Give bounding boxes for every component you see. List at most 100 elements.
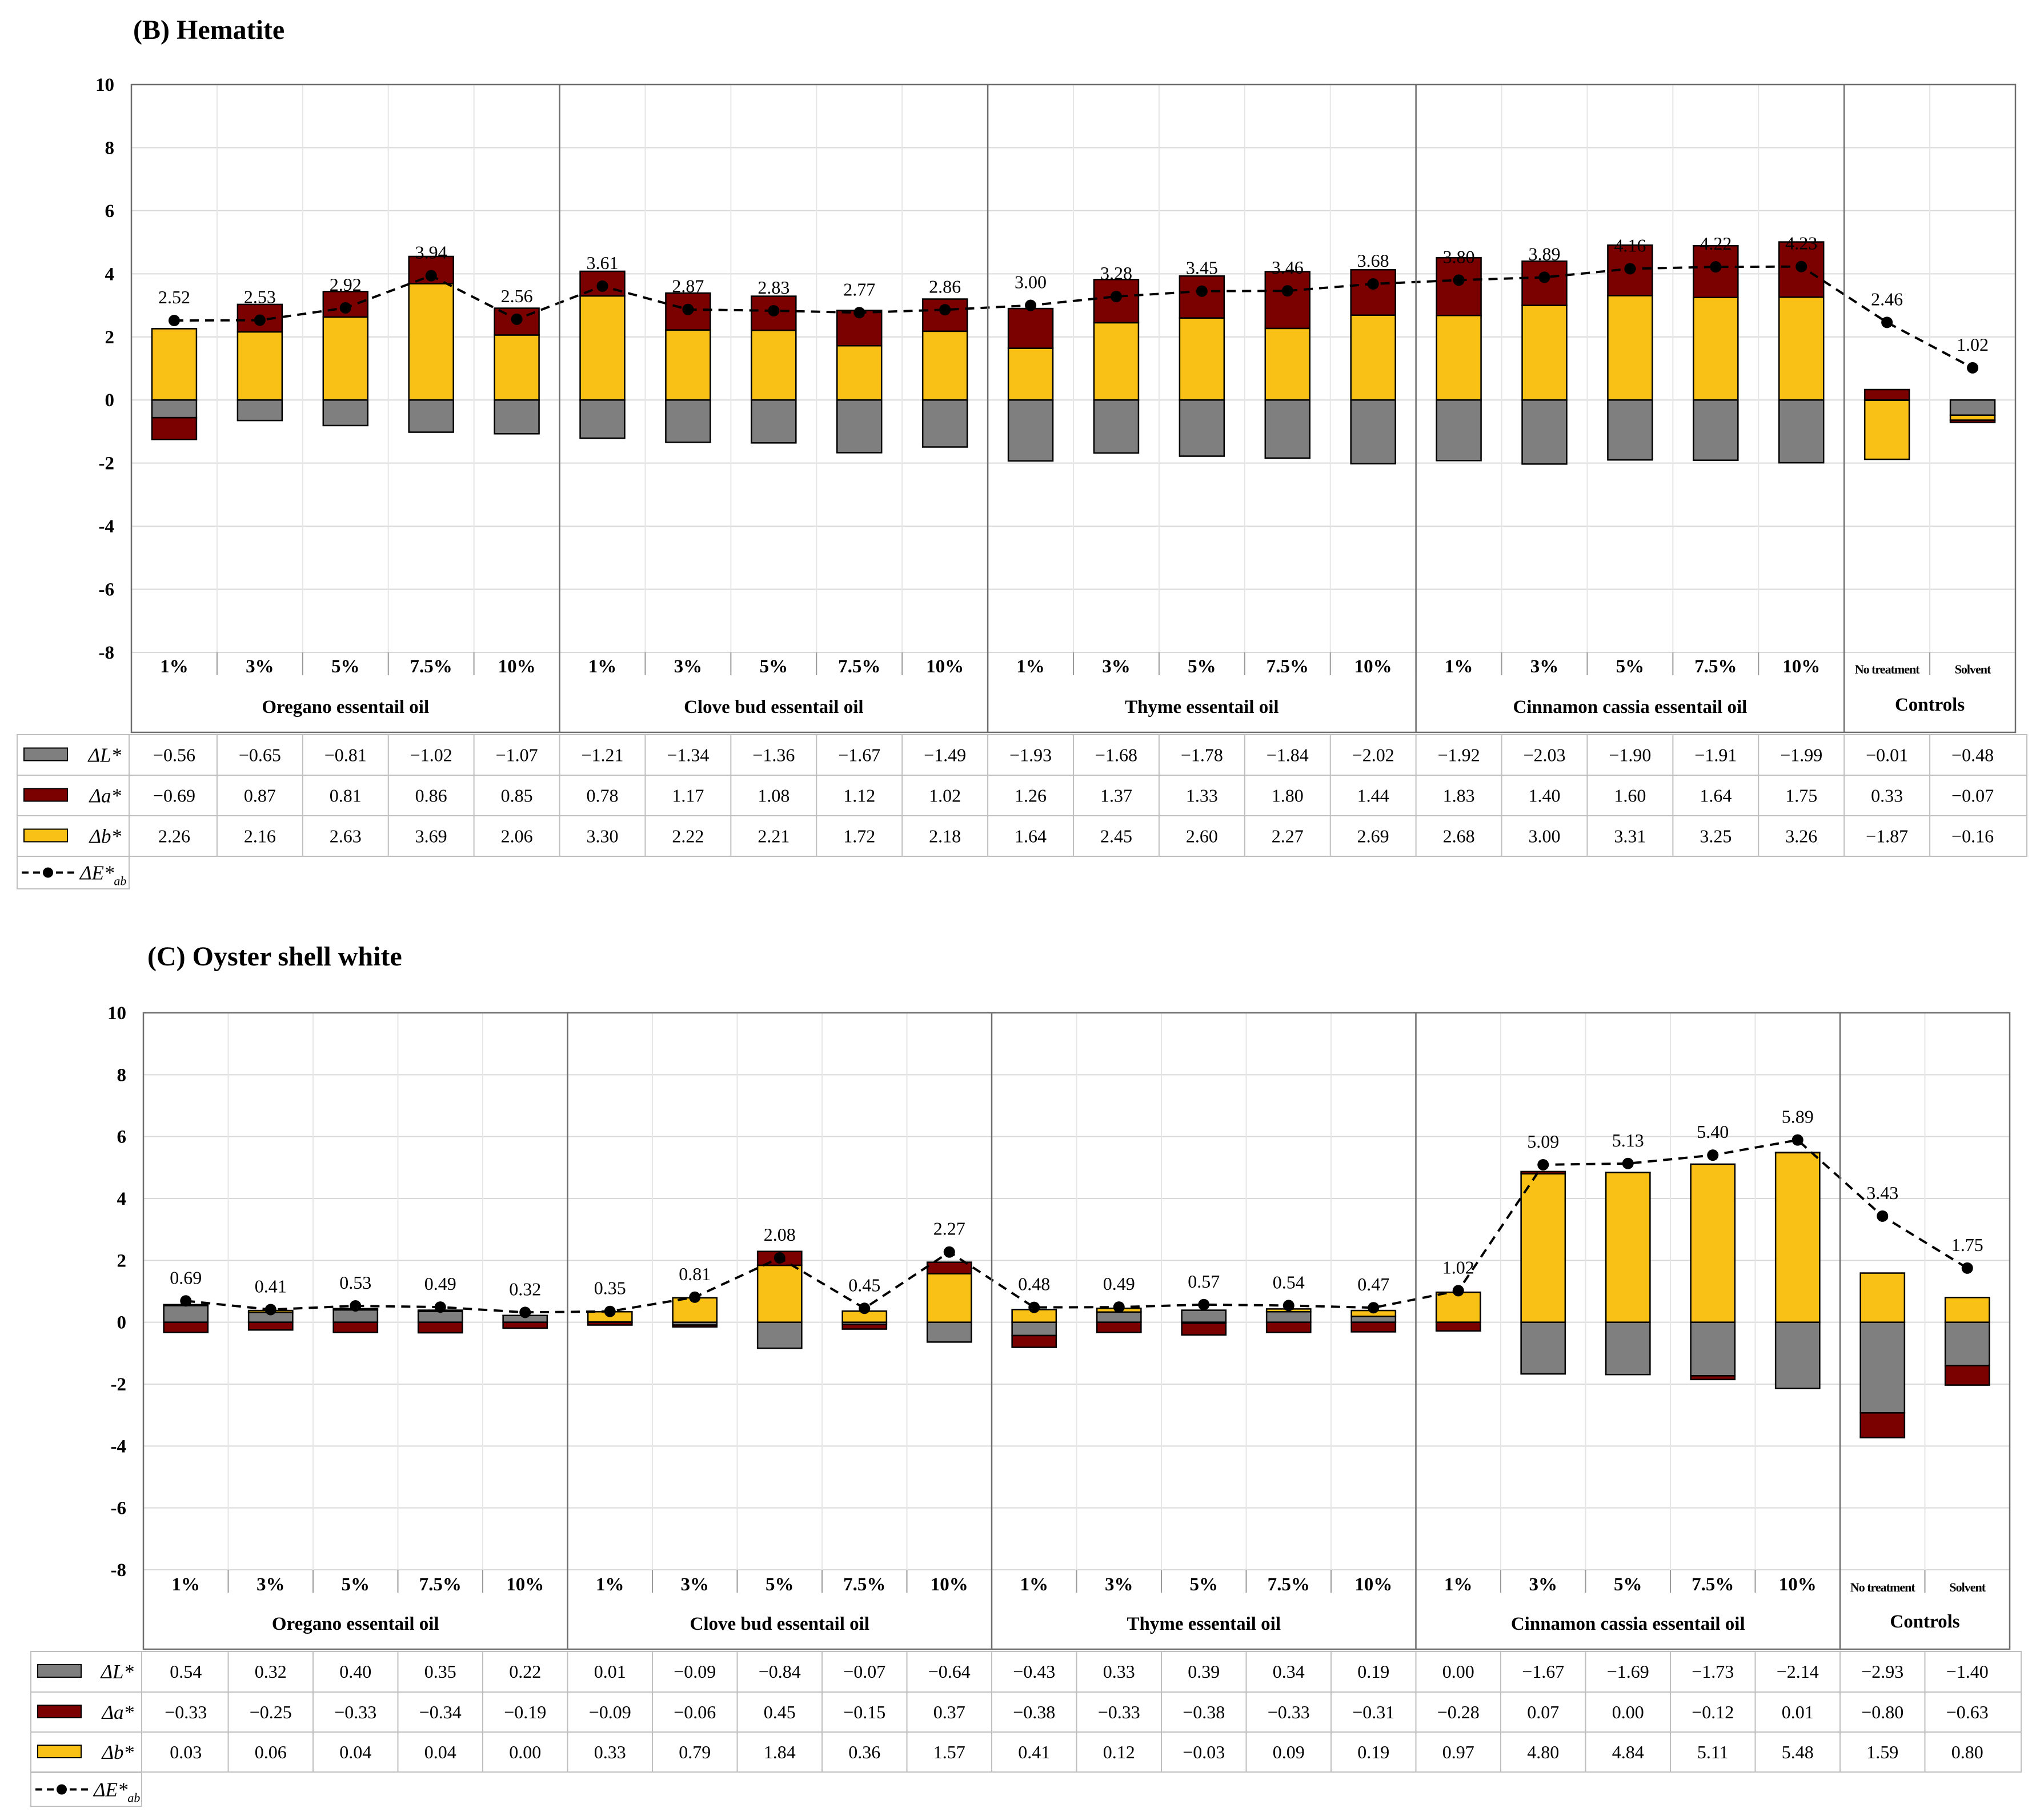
bar-delta-b-13 — [1264, 327, 1310, 401]
delta-e-point-9 — [939, 304, 951, 316]
delta-e-label-8: 0.45 — [848, 1274, 880, 1295]
bar-delta-L-11 — [1093, 399, 1140, 454]
delta-e-point-17 — [1622, 1157, 1634, 1169]
y-tick-label: -2 — [111, 1374, 127, 1395]
bar-delta-b-20 — [1863, 399, 1910, 460]
table-cell: 0.54 — [170, 1661, 202, 1682]
group-label-1: Clove bud essentail oil — [684, 697, 863, 717]
table-cell: 0.04 — [424, 1742, 456, 1762]
legend-label-0: ΔL* — [99, 1661, 134, 1683]
table-frame — [17, 734, 2027, 857]
delta-e-point-19 — [1795, 260, 1807, 272]
category-label-9: 10% — [926, 656, 964, 677]
delta-e-point-0 — [168, 315, 180, 327]
delta-e-label-9: 2.27 — [933, 1218, 965, 1239]
bar-delta-a-1 — [247, 1321, 294, 1331]
delta-e-point-1 — [264, 1304, 276, 1316]
bar-delta-b-16 — [1520, 1173, 1566, 1323]
delta-e-label-8: 2.77 — [843, 279, 875, 299]
bar-delta-a-15 — [1435, 1321, 1481, 1332]
category-label-0: 1% — [172, 1574, 201, 1595]
category-label-20: No treatment — [1850, 1580, 1915, 1594]
table-cell: 3.00 — [1529, 826, 1561, 847]
bar-delta-b-9 — [921, 330, 968, 401]
legend-label-3: ΔE*ab — [93, 1779, 140, 1805]
bar-delta-a-13 — [1265, 1321, 1312, 1333]
table-cell: 1.40 — [1529, 785, 1561, 806]
delta-e-label-11: 0.49 — [1103, 1273, 1135, 1294]
bar-delta-L-5 — [579, 399, 626, 439]
group-label-3: Cinnamon cassia essentail oil — [1513, 697, 1748, 717]
table-cell: −0.65 — [239, 745, 281, 765]
legend-swatch-0 — [23, 747, 68, 761]
plot-frame — [142, 1012, 2011, 1650]
legend-swatch-1 — [23, 788, 68, 802]
bar-delta-b-2 — [322, 316, 368, 401]
bar-delta-a-13 — [1264, 271, 1310, 330]
bar-delta-L-17 — [1605, 1321, 1651, 1376]
delta-e-point-16 — [1537, 1158, 1549, 1170]
delta-e-label-4: 2.56 — [501, 286, 533, 306]
category-label-3: 7.5% — [419, 1574, 462, 1595]
bar-delta-a-18 — [1690, 1375, 1736, 1381]
delta-e-point-14 — [1368, 1302, 1380, 1314]
table-cell: −0.07 — [843, 1661, 885, 1682]
bar-delta-b-7 — [751, 329, 797, 401]
legend-label-2: Δb* — [88, 825, 121, 848]
bar-delta-L-13 — [1265, 1311, 1312, 1323]
bar-delta-a-14 — [1350, 1321, 1397, 1333]
bar-delta-L-14 — [1350, 399, 1396, 465]
delta-e-label-11: 3.28 — [1100, 263, 1132, 283]
table-cell: 2.21 — [758, 826, 789, 847]
bar-delta-b-21 — [1949, 414, 1996, 421]
bar-delta-a-21 — [1944, 1365, 1990, 1386]
bar-delta-L-0 — [151, 399, 198, 419]
category-label-1: 3% — [246, 656, 274, 677]
table-cell: 1.72 — [843, 826, 875, 847]
delta-e-point-2 — [350, 1300, 362, 1312]
delta-e-point-5 — [596, 280, 608, 292]
y-tick-label: -8 — [111, 1560, 127, 1581]
table-cell: −0.38 — [1183, 1702, 1225, 1722]
bar-delta-L-1 — [237, 399, 283, 422]
bar-delta-L-7 — [751, 399, 797, 444]
bar-delta-L-7 — [756, 1321, 803, 1349]
bar-delta-b-20 — [1859, 1272, 1906, 1323]
table-cell: 2.26 — [158, 826, 190, 847]
table-cell: −0.33 — [1098, 1702, 1140, 1722]
delta-e-label-5: 0.35 — [594, 1278, 626, 1298]
bar-delta-a-4 — [502, 1321, 548, 1329]
table-cell: 0.19 — [1357, 1661, 1389, 1682]
table-cell: −1.02 — [410, 745, 452, 765]
delta-e-point-0 — [180, 1295, 192, 1307]
table-cell: −0.33 — [334, 1702, 376, 1722]
bar-delta-b-18 — [1693, 296, 1739, 401]
category-label-18: 7.5% — [1692, 1574, 1734, 1595]
bar-delta-b-5 — [579, 295, 626, 401]
table-cell: 3.31 — [1614, 826, 1646, 847]
table-cell: 0.00 — [1442, 1661, 1474, 1682]
table-cell: 0.35 — [424, 1661, 456, 1682]
delta-e-label-7: 2.83 — [758, 277, 789, 298]
delta-e-label-17: 4.16 — [1614, 235, 1646, 255]
y-tick-label: -6 — [99, 580, 115, 600]
table-cell: −1.36 — [752, 745, 795, 765]
y-tick-label: 0 — [117, 1313, 127, 1333]
bar-delta-b-11 — [1093, 322, 1140, 401]
table-cell: 1.33 — [1186, 785, 1218, 806]
category-label-16: 3% — [1529, 1574, 1558, 1595]
category-label-18: 7.5% — [1694, 656, 1737, 677]
table-cell: 3.69 — [415, 826, 447, 847]
bar-delta-b-10 — [1007, 347, 1054, 401]
data-table: ΔL* −0.56 −0.65 −0.81 −1.02 −1.07 −1.21 −1.34 −1… — [17, 734, 2027, 889]
table-cell: −0.19 — [504, 1702, 546, 1722]
delta-e-label-13: 3.46 — [1272, 257, 1304, 278]
delta-e-label-20: 3.43 — [1866, 1182, 1898, 1203]
bar-delta-a-12 — [1179, 275, 1225, 319]
delta-e-point-6 — [689, 1291, 701, 1303]
table-cell: 0.03 — [170, 1742, 202, 1762]
category-label-17: 5% — [1614, 1574, 1642, 1595]
delta-e-point-14 — [1367, 278, 1379, 290]
category-label-15: 1% — [1444, 1574, 1473, 1595]
delta-e-point-8 — [859, 1302, 871, 1314]
